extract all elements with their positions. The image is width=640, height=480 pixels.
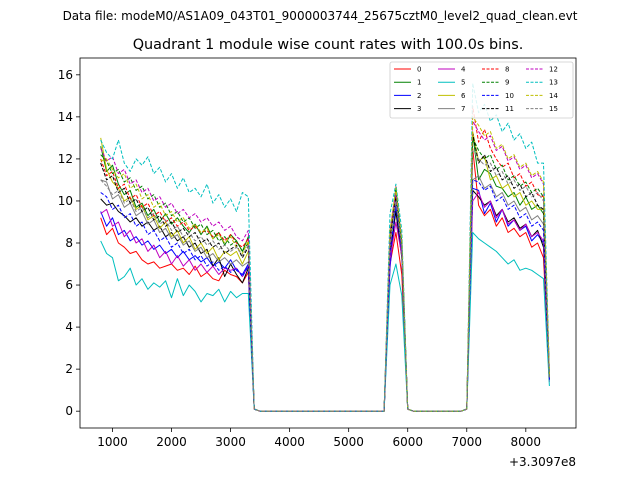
x-tick-label: 1000 (97, 435, 128, 449)
legend-label-14: 14 (549, 92, 558, 100)
series-line-10 (100, 179, 550, 412)
x-tick-label: 6000 (392, 435, 423, 449)
legend-label-0: 0 (417, 66, 421, 74)
legend-label-6: 6 (461, 92, 466, 100)
legend-label-8: 8 (505, 66, 509, 74)
legend-label-9: 9 (505, 79, 509, 87)
y-tick-label: 4 (65, 320, 73, 334)
y-tick-label: 0 (65, 404, 73, 418)
x-tick-label: 7000 (451, 435, 482, 449)
y-tick-label: 16 (58, 68, 73, 82)
y-tick-label: 12 (58, 152, 73, 166)
x-tick-label: 4000 (274, 435, 305, 449)
legend-label-11: 11 (505, 105, 514, 113)
legend-label-12: 12 (549, 66, 558, 74)
series-line-1 (100, 133, 550, 412)
series-line-2 (100, 187, 550, 412)
legend-label-10: 10 (505, 92, 514, 100)
y-axis: 0 2 4 6 8 10 12 14 16 (58, 68, 80, 418)
legend-label-7: 7 (461, 105, 465, 113)
series-line-15 (100, 150, 550, 412)
x-tick-label: 5000 (333, 435, 364, 449)
series-line-11 (100, 133, 550, 412)
legend-label-5: 5 (461, 79, 465, 87)
x-tick-label: 3000 (215, 435, 246, 449)
series-line-4 (100, 192, 550, 412)
y-tick-label: 8 (65, 236, 73, 250)
legend-box (389, 61, 574, 119)
legend-label-4: 4 (461, 66, 466, 74)
series-line-8 (100, 105, 550, 412)
y-tick-label: 6 (65, 278, 73, 292)
legend-label-2: 2 (417, 92, 421, 100)
x-axis-offset-label: +3.3097e8 (509, 455, 576, 469)
y-tick-label: 10 (58, 194, 73, 208)
series-line-13 (100, 82, 550, 412)
chart-title: Quadrant 1 module wise count rates with … (133, 37, 524, 53)
y-tick-label: 2 (65, 362, 73, 376)
series-line-14 (100, 116, 550, 412)
legend-label-13: 13 (549, 79, 558, 87)
series-line-5 (100, 232, 550, 412)
legend-label-3: 3 (417, 105, 421, 113)
series-line-7 (100, 175, 550, 412)
x-tick-label: 2000 (156, 435, 187, 449)
legend-label-1: 1 (417, 79, 421, 87)
series-group (100, 82, 550, 412)
legend-label-15: 15 (549, 105, 558, 113)
data-file-label: Data file: modeM0/AS1A09_043T01_90000037… (63, 9, 578, 23)
x-tick-label: 8000 (511, 435, 542, 449)
y-tick-label: 14 (58, 110, 73, 124)
series-line-12 (100, 120, 550, 412)
x-axis: 1000 2000 3000 4000 5000 6000 7000 8000 (97, 428, 541, 449)
